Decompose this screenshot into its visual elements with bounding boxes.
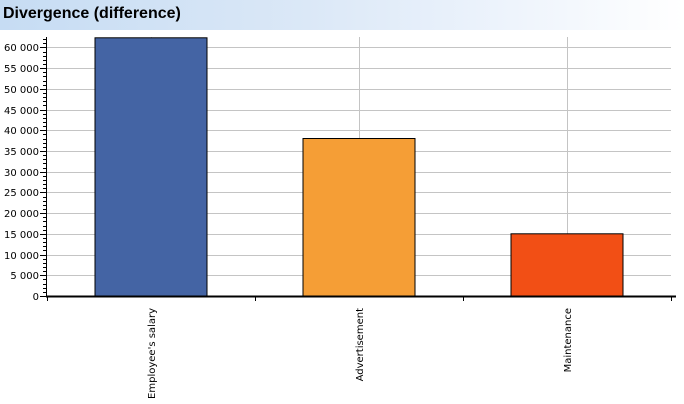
- y-tick-label: 40 000: [4, 126, 39, 137]
- y-tick-label: 55 000: [4, 64, 39, 75]
- y-tick-label: 10 000: [4, 251, 39, 262]
- bar: [302, 138, 416, 297]
- chart-title: Divergence (difference): [3, 5, 181, 22]
- x-category-label: Employee's salary: [147, 308, 158, 399]
- bar: [510, 233, 624, 297]
- y-tick-label: 15 000: [4, 230, 39, 241]
- bar: [94, 37, 208, 297]
- y-tick-label: 5 000: [10, 271, 39, 282]
- y-tick-label: 50 000: [4, 85, 39, 96]
- y-tick-label: 25 000: [4, 188, 39, 199]
- y-tick-label: 20 000: [4, 209, 39, 220]
- x-category-label: Maintenance: [563, 308, 574, 372]
- y-tick-label: 35 000: [4, 147, 39, 158]
- y-tick-label: 30 000: [4, 168, 39, 179]
- y-tick-label: 0: [33, 292, 39, 303]
- y-tick-label: 45 000: [4, 106, 39, 117]
- x-category-label: Advertisement: [355, 308, 366, 381]
- chart-title-bar: Divergence (difference): [0, 0, 684, 30]
- y-tick-label: 60 000: [4, 43, 39, 54]
